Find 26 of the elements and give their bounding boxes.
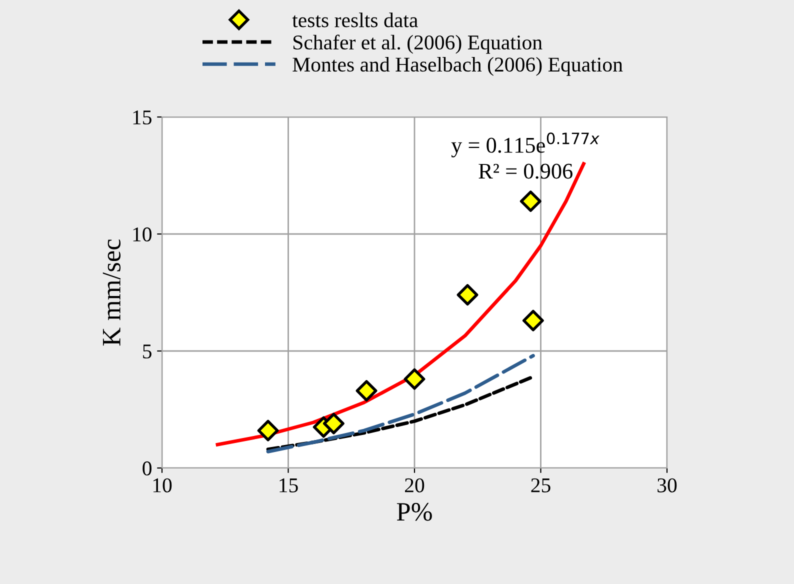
- x-tick-label: 10: [153, 478, 172, 492]
- annotation: y = 0.115e$^{0.177x}$: [451, 132, 600, 158]
- point: [322, 412, 344, 434]
- annotation: R² = 0.906: [478, 164, 572, 179]
- y-tick-label: 10: [133, 227, 152, 242]
- x-tick-label: 20: [405, 478, 424, 492]
- legend-label: Montes and Haselbach (2006) Equation: [292, 57, 623, 76]
- point: [404, 368, 426, 390]
- point: [356, 380, 378, 402]
- y-tick-label: 15: [133, 110, 152, 124]
- x-tick-label: 25: [531, 478, 550, 492]
- x-tick-label: 30: [658, 478, 677, 492]
- y-tick-label: 0: [142, 461, 152, 476]
- legend-label: tests reslts data: [292, 12, 418, 28]
- point: [257, 420, 279, 442]
- line-series: [266, 375, 535, 452]
- point: [456, 284, 478, 306]
- x-tick-label: 15: [280, 478, 298, 492]
- line-series: [216, 162, 586, 446]
- legend-label: Schafer et al. (2006) Equation: [293, 34, 542, 54]
- y-axis-title: K mm/sec: [102, 239, 121, 346]
- x-axis-title: P%: [396, 502, 432, 521]
- line-series: [266, 354, 535, 454]
- y-tick-label: 5: [143, 344, 152, 358]
- point: [522, 310, 544, 332]
- point: [520, 190, 542, 212]
